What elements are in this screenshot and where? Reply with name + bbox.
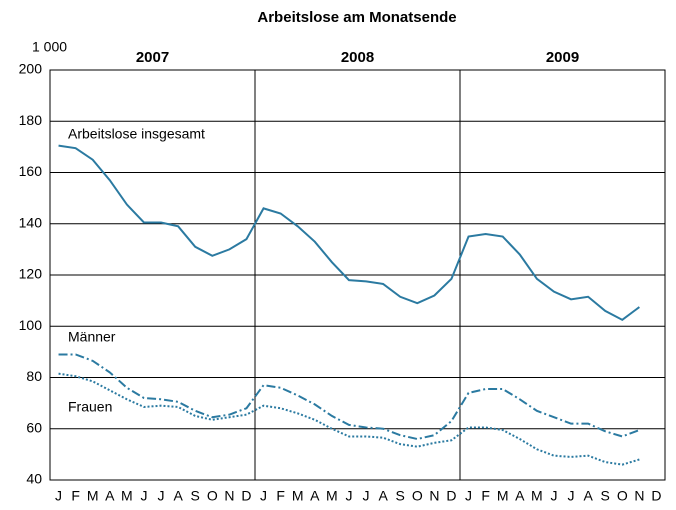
x-tick-label: M — [292, 488, 304, 504]
x-tick-label: J — [550, 488, 557, 504]
x-tick-label: J — [568, 488, 575, 504]
y-tick-label: 40 — [26, 471, 42, 487]
y-tick-label: 80 — [26, 368, 42, 384]
x-tick-label: O — [207, 488, 218, 504]
series-line — [58, 372, 640, 466]
x-tick-label: J — [55, 488, 62, 504]
x-tick-label: A — [515, 488, 525, 504]
x-tick-label: S — [396, 488, 405, 504]
series-label: Frauen — [68, 399, 112, 415]
x-tick-label: S — [601, 488, 610, 504]
x-tick-label: F — [481, 488, 490, 504]
y-tick-label: 160 — [19, 163, 43, 179]
x-tick-label: M — [326, 488, 338, 504]
x-tick-label: N — [224, 488, 234, 504]
x-tick-label: F — [71, 488, 80, 504]
x-tick-label: N — [429, 488, 439, 504]
plot-frame — [49, 69, 666, 481]
series-label: Arbeitslose insgesamt — [68, 126, 205, 142]
y-tick-label: 60 — [26, 419, 42, 435]
x-tick-label: J — [260, 488, 267, 504]
series-line — [58, 353, 640, 441]
y-unit: 1 000 — [32, 39, 67, 55]
x-tick-label: N — [634, 488, 644, 504]
x-tick-label: D — [651, 488, 661, 504]
x-tick-label: A — [310, 488, 320, 504]
x-tick-label: F — [276, 488, 285, 504]
x-tick-label: A — [583, 488, 593, 504]
x-tick-label: J — [465, 488, 472, 504]
y-tick-label: 200 — [19, 61, 43, 77]
x-tick-label: O — [617, 488, 628, 504]
x-tick-label: O — [412, 488, 423, 504]
x-tick-label: A — [173, 488, 183, 504]
x-tick-label: M — [531, 488, 543, 504]
y-tick-label: 120 — [19, 266, 43, 282]
x-tick-label: J — [158, 488, 165, 504]
y-tick-label: 140 — [19, 214, 43, 230]
year-label: 2008 — [341, 49, 374, 66]
x-tick-label: A — [105, 488, 115, 504]
x-tick-label: S — [191, 488, 200, 504]
year-label: 2009 — [546, 49, 579, 66]
x-tick-label: J — [345, 488, 352, 504]
series-line — [58, 144, 640, 322]
x-tick-label: M — [87, 488, 99, 504]
x-tick-label: J — [363, 488, 370, 504]
y-tick-label: 180 — [19, 112, 43, 128]
year-label: 2007 — [136, 49, 169, 66]
chart-title: Arbeitslose am Monatsende — [257, 9, 456, 26]
x-tick-label: D — [241, 488, 251, 504]
y-tick-label: 100 — [19, 317, 43, 333]
x-tick-label: J — [140, 488, 147, 504]
series-label: Männer — [68, 329, 116, 345]
x-tick-label: A — [378, 488, 388, 504]
x-tick-label: M — [497, 488, 509, 504]
x-tick-label: M — [121, 488, 133, 504]
x-tick-label: D — [446, 488, 456, 504]
